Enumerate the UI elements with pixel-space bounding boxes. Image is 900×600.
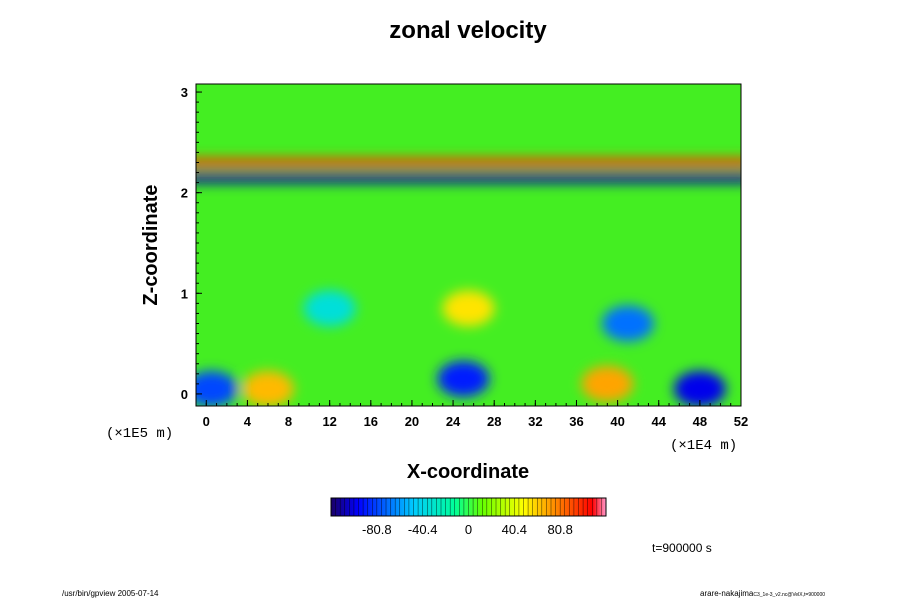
- chart-title: zonal velocity: [389, 17, 547, 44]
- heatmap-feature: [437, 360, 490, 397]
- x-tick-label: 32: [528, 414, 542, 429]
- footer-left: /usr/bin/gpview 2005-07-14: [62, 589, 159, 598]
- x-tick-label: 16: [364, 414, 378, 429]
- x-tick-label: 12: [322, 414, 336, 429]
- plot-frame: [195, 83, 742, 407]
- y-tick-label: 2: [181, 186, 188, 201]
- x-tick-label: 4: [244, 414, 252, 429]
- time-label: t=900000 s: [652, 541, 712, 555]
- y-tick-label: 0: [181, 387, 188, 402]
- heatmap-feature: [601, 305, 654, 342]
- heatmap-field: [196, 84, 741, 406]
- x-axis-label: X-coordinate: [407, 461, 529, 483]
- colorbar-tick-label: -40.4: [408, 522, 438, 537]
- colorbar-tick-label: -80.8: [362, 522, 392, 537]
- x-scale-note: (×1E4 m): [670, 438, 737, 454]
- heatmap-feature: [196, 370, 238, 406]
- heatmap-feature: [442, 290, 495, 327]
- colorbar-tick-label: 80.8: [548, 522, 573, 537]
- colorbar-ticks: -80.8 -40.4 0 40.4 80.8: [362, 522, 573, 537]
- y-tick-label: 1: [181, 286, 188, 301]
- x-tick-label: 48: [693, 414, 707, 429]
- heatmap-feature: [303, 290, 356, 327]
- y-scale-note: (×1E5 m): [106, 426, 173, 442]
- x-tick-label: 8: [285, 414, 292, 429]
- heatmap-feature: [581, 365, 634, 402]
- heatmap-feature: [241, 370, 294, 406]
- x-tick-label: 44: [652, 414, 667, 429]
- heatmap-background: [196, 84, 741, 406]
- footer-right-main: arare-nakajima: [700, 589, 754, 598]
- x-axis: 0 4 8 12 16 20 24 28 32 36 40 44 48 52: [203, 400, 748, 429]
- colorbar-segments: [335, 498, 602, 516]
- x-tick-label: 28: [487, 414, 501, 429]
- x-tick-label: 20: [405, 414, 419, 429]
- y-axis-label: Z-coordinate: [140, 184, 162, 305]
- heatmap-feature: [673, 370, 726, 406]
- heatmap-feature: [196, 157, 741, 167]
- y-tick-label: 3: [181, 85, 188, 100]
- heatmap-feature: [196, 174, 741, 184]
- x-tick-label: 24: [446, 414, 461, 429]
- footer-right: arare-nakajimaC3_1e-3_v2.nc@VelX,t=90000…: [700, 589, 825, 598]
- x-tick-label: 0: [203, 414, 210, 429]
- footer-right-sub: C3_1e-3_v2.nc@VelX,t=900000: [753, 592, 825, 598]
- colorbar-tick-label: 40.4: [502, 522, 527, 537]
- colorbar-tick-label: 0: [465, 522, 472, 537]
- y-axis: 0 1 2 3: [181, 85, 202, 402]
- x-tick-label: 36: [569, 414, 583, 429]
- x-tick-label: 52: [734, 414, 748, 429]
- x-tick-label: 40: [610, 414, 624, 429]
